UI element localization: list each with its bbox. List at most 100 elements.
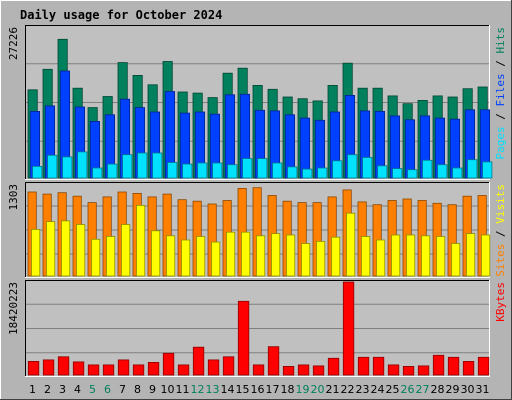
legend-entry: Files xyxy=(494,73,507,106)
bar-kbytes-day-4 xyxy=(72,361,85,376)
x-tick-label-day-12: 12 xyxy=(191,383,205,396)
bar-visits-day-23 xyxy=(361,236,371,277)
bar-pages-day-31 xyxy=(482,161,493,179)
bar-visits-day-24 xyxy=(376,239,386,277)
bar-kbytes-day-8 xyxy=(132,364,145,376)
bar-visits-day-17 xyxy=(271,233,281,277)
bar-pages-day-26 xyxy=(407,169,418,179)
bar-pages-day-9 xyxy=(152,152,163,179)
bar-kbytes-day-15 xyxy=(237,300,250,376)
bar-visits-day-26 xyxy=(406,234,416,277)
bar-kbytes-day-12 xyxy=(192,346,205,376)
bar-visits-day-5 xyxy=(91,238,101,277)
bar-pages-day-1 xyxy=(32,165,43,179)
x-tick-label-day-17: 17 xyxy=(266,383,280,396)
bar-kbytes-day-14 xyxy=(222,356,235,376)
bar-visits-day-22 xyxy=(346,212,356,277)
bar-pages-day-28 xyxy=(437,164,448,179)
x-tick-label-day-21: 21 xyxy=(326,383,340,396)
bar-visits-day-31 xyxy=(481,234,491,277)
bar-visits-day-2 xyxy=(46,221,56,277)
chart-title: Daily usage for October 2024 xyxy=(20,8,222,22)
panel-hits-files-pages: 27226 Pages / Files / Hits xyxy=(7,25,507,180)
bar-pages-day-19 xyxy=(302,168,313,179)
bar-visits-day-21 xyxy=(331,236,341,277)
x-tick-label-day-11: 11 xyxy=(176,383,190,396)
x-axis-labels: 1 2 3 4 5 6 7 8 9 10 11 12 13 14 15 16 17 18 19 20 21 22 23 24 2… xyxy=(29,383,490,396)
x-tick-label-day-3: 3 xyxy=(59,383,66,396)
x-tick-label-day-25: 25 xyxy=(386,383,400,396)
bar-kbytes-day-21 xyxy=(327,357,340,376)
bar-visits-day-1 xyxy=(31,228,41,277)
panel-sites-visits: 1303 Sites / Visits xyxy=(7,182,507,278)
y-max-label: 1303 xyxy=(7,184,20,211)
bar-visits-day-25 xyxy=(391,234,401,277)
bar-kbytes-day-16 xyxy=(252,364,265,376)
bar-kbytes-day-24 xyxy=(372,356,385,376)
legend-entry: / xyxy=(494,54,507,74)
legend-entry: Visits xyxy=(494,184,507,224)
bar-kbytes-day-17 xyxy=(267,346,280,376)
x-tick-label-day-30: 30 xyxy=(461,383,475,396)
bar-visits-day-8 xyxy=(136,204,146,277)
legend-entry: / xyxy=(494,107,507,127)
bar-pages-day-23 xyxy=(362,157,373,179)
bar-pages-day-7 xyxy=(122,154,133,179)
bar-pages-day-15 xyxy=(242,158,253,179)
x-tick-label-day-14: 14 xyxy=(221,383,235,396)
x-tick-label-day-28: 28 xyxy=(431,383,445,396)
x-tick-label-day-10: 10 xyxy=(161,383,175,396)
legend-entry: KBytes xyxy=(494,282,507,322)
x-tick-label-day-9: 9 xyxy=(149,383,156,396)
bar-kbytes-day-18 xyxy=(282,365,295,376)
bar-pages-day-22 xyxy=(347,154,358,179)
x-tick-label-day-15: 15 xyxy=(236,383,250,396)
bar-pages-day-29 xyxy=(452,167,463,179)
bar-kbytes-day-11 xyxy=(177,364,190,376)
bar-visits-day-20 xyxy=(316,240,326,277)
legend-entry: Hits xyxy=(494,27,507,54)
x-tick-label-day-20: 20 xyxy=(311,383,325,396)
x-tick-label-day-26: 26 xyxy=(401,383,415,396)
x-tick-label-day-19: 19 xyxy=(296,383,310,396)
bar-kbytes-day-13 xyxy=(207,359,220,376)
bar-files-day-26 xyxy=(404,119,415,179)
bar-pages-day-4 xyxy=(77,151,88,179)
bar-kbytes-day-3 xyxy=(57,356,70,376)
bar-visits-day-19 xyxy=(301,243,311,277)
x-tick-label-day-22: 22 xyxy=(341,383,355,396)
bar-pages-day-25 xyxy=(392,168,403,179)
bar-visits-day-3 xyxy=(61,220,71,277)
legend: Sites / Visits xyxy=(494,184,507,277)
y-max-label: 27226 xyxy=(7,27,20,60)
bar-visits-day-13 xyxy=(211,241,221,277)
bar-pages-day-20 xyxy=(317,167,328,179)
bar-visits-day-9 xyxy=(151,230,161,277)
bar-pages-day-3 xyxy=(62,156,73,179)
bar-visits-day-4 xyxy=(76,224,86,277)
x-tick-label-day-31: 31 xyxy=(476,383,490,396)
legend: Pages / Files / Hits xyxy=(494,27,507,160)
x-tick-label-day-4: 4 xyxy=(74,383,81,396)
bar-visits-day-12 xyxy=(196,236,206,277)
bar-visits-day-27 xyxy=(421,235,431,277)
bar-kbytes-day-10 xyxy=(162,352,175,376)
x-tick-label-day-7: 7 xyxy=(119,383,126,396)
bar-pages-day-17 xyxy=(272,162,283,179)
bar-pages-day-2 xyxy=(47,154,58,179)
bar-kbytes-day-5 xyxy=(87,364,100,376)
legend: KBytes xyxy=(494,282,507,322)
bar-kbytes-day-22 xyxy=(342,281,355,376)
bar-visits-day-14 xyxy=(226,231,236,277)
bar-kbytes-day-2 xyxy=(42,359,55,376)
bar-kbytes-day-20 xyxy=(312,365,325,376)
bar-kbytes-day-26 xyxy=(402,365,415,376)
bar-kbytes-day-19 xyxy=(297,364,310,376)
bar-kbytes-day-27 xyxy=(417,365,430,376)
bar-pages-day-11 xyxy=(182,163,193,179)
bar-kbytes-day-9 xyxy=(147,361,160,376)
bar-visits-day-15 xyxy=(241,231,251,277)
x-tick-label-day-29: 29 xyxy=(446,383,460,396)
bar-visits-day-30 xyxy=(466,233,476,277)
